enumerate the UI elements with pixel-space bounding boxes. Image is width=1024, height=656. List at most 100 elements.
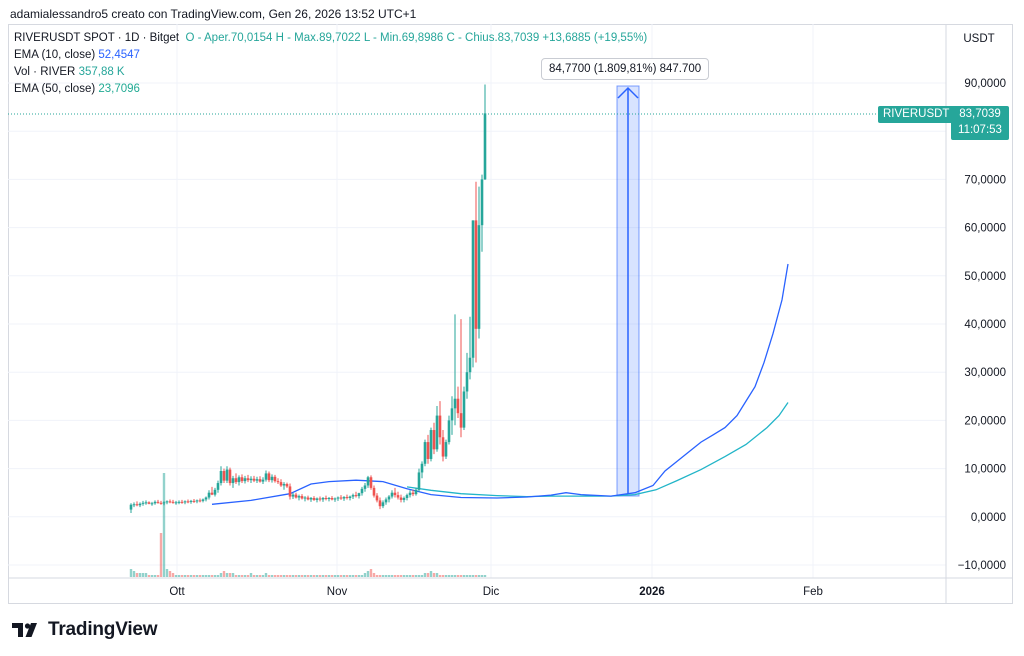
volume-bar (483, 575, 487, 577)
volume-bar (291, 575, 295, 577)
last-price-countdown: 11:07:53 (958, 124, 1002, 136)
volume-bar (444, 575, 448, 577)
volume-bar (225, 573, 229, 577)
chart-frame (8, 24, 1013, 604)
candle-body (270, 476, 274, 481)
candle-body (150, 503, 154, 505)
volume-bar (297, 575, 301, 577)
candle-body (315, 498, 319, 500)
volume-bar (318, 575, 322, 577)
volume-bar (321, 575, 325, 577)
volume-bar (465, 575, 469, 577)
candle-body (195, 500, 199, 502)
volume-bar (312, 575, 316, 577)
candle-body (459, 413, 463, 428)
volume-bar (348, 575, 352, 577)
volume-bar (270, 575, 274, 577)
candle-body (456, 398, 460, 414)
candle-body (387, 496, 391, 500)
volume-bar (333, 575, 337, 577)
candle-body (465, 372, 469, 392)
volume-bar (375, 575, 379, 577)
y-tick-label: 40,0000 (964, 319, 1006, 331)
candle-body (462, 391, 466, 428)
candle-body (468, 357, 472, 373)
candle-body (282, 484, 286, 486)
volume-bar (213, 575, 217, 577)
candle-body (453, 398, 457, 409)
volume-bar (282, 575, 286, 577)
volume-bar (438, 575, 442, 577)
volume-bar (453, 575, 457, 577)
volume-bar (198, 575, 202, 577)
volume-bar (411, 575, 415, 577)
grid-lines (8, 24, 946, 578)
volume-bar (240, 575, 244, 577)
volume-bar (306, 575, 310, 577)
candle-body (354, 495, 358, 497)
volume-bar (399, 575, 403, 577)
volume-bar (294, 575, 298, 577)
x-tick-label: Feb (803, 586, 823, 598)
ema10-label[interactable]: EMA (10, close) (14, 49, 96, 61)
volume-bar (414, 575, 418, 577)
volume-bar (150, 575, 154, 577)
volume-bar (408, 575, 412, 577)
candle-body (363, 485, 367, 489)
x-tick-label: Dic (483, 586, 500, 598)
symbol-label[interactable]: RIVERUSDT SPOT · 1D · Bitget (14, 32, 180, 44)
candle-body (291, 494, 295, 497)
candle-body (294, 494, 298, 498)
candle-body (162, 502, 166, 504)
price-axis: 90,000080,000070,000060,000050,000040,00… (958, 78, 1006, 572)
volume-bar (309, 575, 313, 577)
ema50-label[interactable]: EMA (50, close) (14, 83, 96, 95)
candle-body (471, 220, 475, 358)
chart-legend: RIVERUSDT SPOT · 1D · Bitget O - Aper.70… (14, 30, 647, 98)
candle-body (345, 497, 349, 499)
currency-button[interactable]: USDT (963, 33, 995, 45)
ohlc-values: O - Aper.70,0154 H - Max.89,7022 L - Min… (185, 32, 648, 44)
candle-body (279, 482, 283, 486)
ema10-value: 52,4547 (98, 49, 140, 61)
volume-bar (219, 573, 223, 577)
tradingview-logo[interactable]: TradingView (12, 619, 158, 641)
candle-body (351, 495, 355, 497)
measure-tool (616, 85, 640, 497)
volume-bar (249, 573, 253, 577)
volume-label[interactable]: Vol · RIVER (14, 66, 76, 78)
volume-bar (177, 575, 181, 577)
volume-bar (207, 575, 211, 577)
candle-body (333, 498, 337, 500)
candle-body (336, 497, 340, 499)
volume-bar (189, 575, 193, 577)
candle-body (378, 500, 382, 507)
candle-body (327, 498, 331, 500)
volume-bar (315, 575, 319, 577)
candle-body (318, 498, 322, 500)
candle-body (426, 442, 430, 459)
candle-body (192, 500, 196, 502)
candle-body (219, 471, 223, 484)
candle-body (384, 499, 388, 503)
volume-bar (345, 575, 349, 577)
y-tick-label: 50,0000 (964, 271, 1006, 283)
candle-body (165, 501, 169, 503)
candle-body (420, 463, 424, 473)
last-price-value: 83,7039 (959, 108, 1001, 120)
volume-bar (222, 571, 226, 577)
volume-bar (354, 575, 358, 577)
volume-bar (393, 575, 397, 577)
candle-body (216, 483, 220, 490)
volume-bar (228, 573, 232, 577)
candle-body (321, 498, 325, 500)
y-tick-label: 20,0000 (964, 415, 1006, 427)
candle-body (348, 496, 352, 499)
candle-body (204, 497, 208, 500)
volume-bar (273, 575, 277, 577)
candle-body (441, 437, 445, 457)
volume-bar (192, 575, 196, 577)
candle-body (168, 501, 172, 503)
time-axis: Ott Nov Dic 2026 Feb (169, 586, 823, 598)
